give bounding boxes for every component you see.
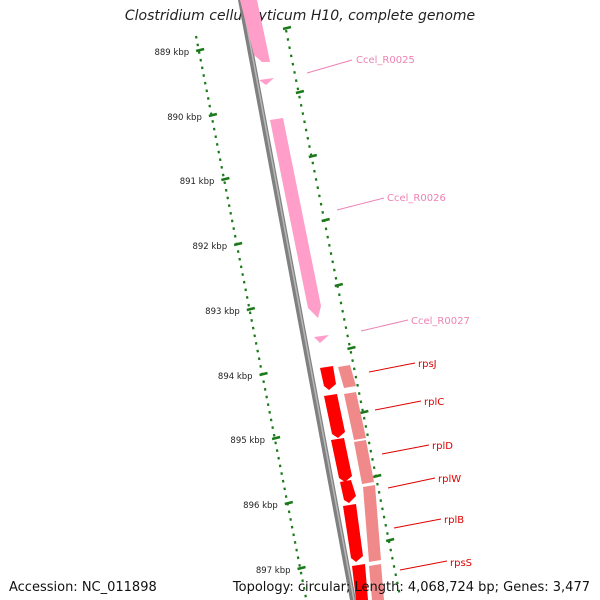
map-title: Clostridium cellulolyticum H10, complete…: [124, 8, 476, 24]
ruler-major-tick: [195, 47, 205, 53]
feature-label: rplB: [444, 515, 464, 526]
rna-gene-block: [240, 0, 270, 62]
feature-leader-line: [381, 444, 430, 455]
ruler-tick-label: 897 kbp: [256, 566, 291, 576]
protein-gene-block: [320, 366, 336, 390]
ruler-major-tick: [321, 217, 330, 223]
ruler-major-tick: [233, 241, 243, 247]
feature-label: rpsS: [450, 558, 472, 569]
ruler-tick-label: 892 kbp: [192, 242, 227, 252]
ruler-major-tick: [221, 176, 230, 182]
feature-label: rplD: [432, 441, 453, 452]
ruler-major-tick: [271, 435, 281, 441]
ruler-major-tick: [297, 565, 306, 571]
feature-label: Ccel_R0025: [356, 55, 415, 66]
ruler-tick-label: 895 kbp: [230, 436, 265, 446]
ruler-major-tick: [372, 473, 382, 479]
feature-label: Ccel_R0026: [387, 193, 446, 204]
ruler-tick-label: 893 kbp: [205, 307, 240, 317]
feature-leader-line: [387, 477, 436, 489]
ruler-major-tick: [385, 537, 395, 543]
ruler-major-tick: [334, 282, 344, 288]
ruler-major-tick: [246, 306, 256, 312]
rna-gene-block: [270, 118, 321, 318]
feature-leader-line: [360, 319, 409, 332]
cds-block: [344, 392, 366, 440]
ruler-major-tick: [284, 500, 294, 506]
ruler-tick-label: 889 kbp: [154, 48, 189, 58]
cds-block: [363, 485, 381, 562]
feature-label: rpsJ: [418, 359, 437, 370]
feature-leader-line: [368, 362, 416, 373]
ruler-major-tick: [282, 25, 292, 31]
feature-label: rplW: [438, 474, 461, 485]
ruler-tick-label: 896 kbp: [243, 501, 278, 511]
ruler-major-tick: [308, 153, 318, 159]
protein-gene-block: [324, 394, 345, 438]
cds-block: [338, 365, 356, 388]
feature-leader-line: [336, 197, 385, 211]
rna-gene-block: [259, 78, 274, 85]
backbone-highlight: [241, 0, 355, 600]
ruler-tick-label: 891 kbp: [180, 177, 215, 187]
ruler-major-tick: [347, 345, 356, 351]
protein-gene-block: [331, 438, 352, 482]
ruler-major-tick: [259, 371, 268, 377]
cds-block: [369, 564, 384, 600]
ruler-major-tick: [295, 89, 305, 95]
cds-block: [354, 440, 374, 484]
ruler-major-tick: [360, 409, 369, 415]
feature-leader-line: [393, 518, 442, 529]
ruler-tick-label: 890 kbp: [167, 113, 202, 123]
protein-gene-block: [352, 564, 368, 600]
feature-leader-line: [399, 560, 448, 571]
accession-label: Accession: NC_011898: [9, 580, 157, 595]
feature-leader-line: [306, 59, 353, 74]
feature-leader-line: [374, 400, 422, 411]
rna-gene-block: [314, 335, 329, 343]
ruler-major-tick: [208, 112, 218, 118]
protein-gene-block: [343, 504, 363, 562]
protein-gene-block: [340, 480, 356, 503]
feature-label: rplC: [424, 397, 444, 408]
feature-label: Ccel_R0027: [411, 316, 470, 327]
topology-summary: Topology: circular; Length: 4,068,724 bp…: [232, 580, 590, 595]
ruler-tick-label: 894 kbp: [218, 372, 253, 382]
